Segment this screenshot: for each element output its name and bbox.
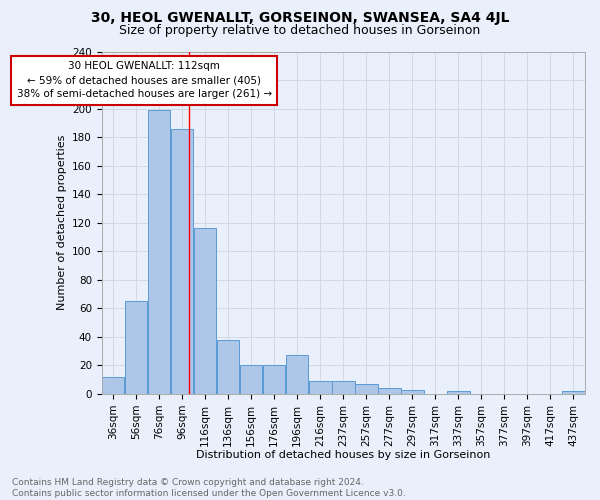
Bar: [447, 391, 470, 394]
Bar: [263, 366, 286, 394]
Bar: [401, 390, 424, 394]
Text: Contains HM Land Registry data © Crown copyright and database right 2024.
Contai: Contains HM Land Registry data © Crown c…: [12, 478, 406, 498]
X-axis label: Distribution of detached houses by size in Gorseinon: Distribution of detached houses by size …: [196, 450, 490, 460]
Text: 30 HEOL GWENALLT: 112sqm
← 59% of detached houses are smaller (405)
38% of semi-: 30 HEOL GWENALLT: 112sqm ← 59% of detach…: [17, 62, 272, 100]
Bar: [309, 381, 332, 394]
Bar: [217, 340, 239, 394]
Bar: [194, 228, 217, 394]
Y-axis label: Number of detached properties: Number of detached properties: [56, 135, 67, 310]
Bar: [171, 128, 193, 394]
Bar: [562, 391, 585, 394]
Bar: [378, 388, 401, 394]
Bar: [286, 356, 308, 394]
Bar: [355, 384, 377, 394]
Bar: [102, 377, 124, 394]
Text: Size of property relative to detached houses in Gorseinon: Size of property relative to detached ho…: [119, 24, 481, 37]
Bar: [332, 381, 355, 394]
Bar: [125, 301, 148, 394]
Bar: [240, 366, 262, 394]
Text: 30, HEOL GWENALLT, GORSEINON, SWANSEA, SA4 4JL: 30, HEOL GWENALLT, GORSEINON, SWANSEA, S…: [91, 11, 509, 25]
Bar: [148, 110, 170, 394]
